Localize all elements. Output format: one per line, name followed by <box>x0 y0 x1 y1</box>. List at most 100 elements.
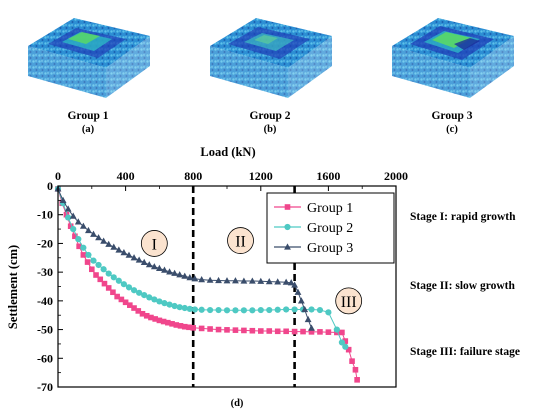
data-point-group-1 <box>339 329 345 336</box>
data-point-group-3 <box>120 249 128 256</box>
data-point-group-3 <box>171 269 179 276</box>
data-point-group-1 <box>308 329 315 335</box>
data-point-group-3 <box>110 243 118 250</box>
data-point-group-3 <box>85 226 92 234</box>
data-point-group-3 <box>105 240 113 247</box>
stage-circle-1 <box>140 230 168 257</box>
chart-tag: (d) <box>231 398 244 409</box>
data-point-group-1 <box>80 252 87 258</box>
data-point-group-2 <box>283 306 290 313</box>
data-point-group-1 <box>177 323 184 329</box>
data-point-group-1 <box>63 211 70 218</box>
data-point-group-3 <box>248 277 256 284</box>
data-point-group-1 <box>93 272 99 278</box>
group-1-tag: (a) <box>81 124 95 135</box>
data-point-group-2 <box>156 298 163 305</box>
data-point-group-1 <box>139 310 146 317</box>
data-point-group-1 <box>190 325 196 331</box>
data-point-group-3 <box>140 258 148 265</box>
data-point-group-2 <box>110 274 117 281</box>
y-tick-label: -40 <box>37 294 53 308</box>
data-point-group-2 <box>316 306 324 314</box>
data-point-group-1 <box>317 329 323 335</box>
data-point-group-2 <box>240 307 247 314</box>
data-point-group-3 <box>125 251 133 258</box>
data-point-group-3 <box>100 237 108 244</box>
data-point-group-3 <box>150 263 158 270</box>
data-point-group-2 <box>186 305 193 312</box>
data-point-group-3 <box>301 305 309 313</box>
data-point-group-3 <box>287 279 295 286</box>
stage-circle-label-1: I <box>152 236 157 253</box>
data-point-group-2 <box>338 339 346 346</box>
data-point-group-2 <box>325 309 332 316</box>
data-point-group-1 <box>152 316 158 322</box>
data-point-group-1 <box>118 296 125 303</box>
legend-marker <box>284 243 291 250</box>
group-3-render-image <box>392 18 514 98</box>
x-tick-label: 2000 <box>384 169 408 183</box>
data-point-group-1 <box>131 305 137 311</box>
group-1-render-image <box>28 18 150 98</box>
group-3-caption: Group 3 <box>431 110 473 122</box>
y-tick-label: -20 <box>37 236 53 250</box>
group-2-render-image <box>210 18 332 98</box>
data-point-group-3 <box>166 268 173 275</box>
data-point-group-1 <box>135 308 142 314</box>
data-point-group-3 <box>191 275 199 282</box>
data-point-group-1 <box>352 366 359 373</box>
data-point-group-2 <box>291 306 298 313</box>
data-point-group-2 <box>166 301 173 308</box>
data-point-group-1 <box>160 318 167 325</box>
data-point-group-3 <box>161 266 168 273</box>
data-point-group-3 <box>135 256 143 263</box>
legend-label: Group 2 <box>307 221 353 236</box>
group-3-render <box>384 6 520 106</box>
data-point-group-3 <box>308 324 315 331</box>
data-point-group-2 <box>161 300 168 307</box>
data-point-group-1 <box>266 328 273 334</box>
group-2-render <box>202 6 338 106</box>
data-point-group-3 <box>304 315 312 323</box>
data-point-group-1 <box>122 299 129 306</box>
y-tick-label: -60 <box>37 351 53 365</box>
x-tick-label: 1200 <box>249 169 273 183</box>
data-point-group-2 <box>65 214 72 221</box>
data-point-group-3 <box>297 297 305 304</box>
series-group-1 <box>55 186 360 383</box>
data-point-group-1 <box>89 266 95 273</box>
data-point-group-2 <box>308 306 315 313</box>
data-point-group-1 <box>148 314 154 321</box>
stage-circle-2 <box>227 227 254 254</box>
data-point-group-2 <box>151 296 158 303</box>
x-tick-label: 400 <box>117 169 135 183</box>
data-point-group-3 <box>240 277 248 284</box>
chart-series <box>54 185 360 383</box>
data-point-group-2 <box>70 225 77 233</box>
y-tick-label: -50 <box>37 323 53 337</box>
data-point-group-2 <box>80 244 87 251</box>
y-tick-label: -10 <box>37 208 53 222</box>
data-point-group-1 <box>354 377 360 383</box>
data-point-group-1 <box>300 328 306 335</box>
stage-circle-3 <box>335 287 363 315</box>
data-point-group-3 <box>181 272 189 279</box>
data-point-group-3 <box>79 222 87 229</box>
data-point-group-2 <box>115 277 122 284</box>
data-point-group-3 <box>265 278 273 285</box>
data-point-group-3 <box>294 288 302 295</box>
data-point-group-3 <box>223 277 231 284</box>
data-point-group-3 <box>130 254 138 261</box>
stage-3-label: Stage III: failure stage <box>410 346 520 358</box>
data-point-group-2 <box>171 302 178 310</box>
data-point-group-3 <box>69 212 77 219</box>
data-point-group-1 <box>156 317 163 324</box>
data-point-group-3 <box>282 278 290 285</box>
data-point-group-2 <box>100 266 107 273</box>
data-point-group-1 <box>143 312 150 319</box>
group-2-tag: (b) <box>263 124 277 135</box>
y-tick-label: -70 <box>37 380 53 394</box>
data-point-group-1 <box>169 321 175 327</box>
data-point-group-2 <box>257 306 264 314</box>
data-point-group-3 <box>215 276 222 284</box>
